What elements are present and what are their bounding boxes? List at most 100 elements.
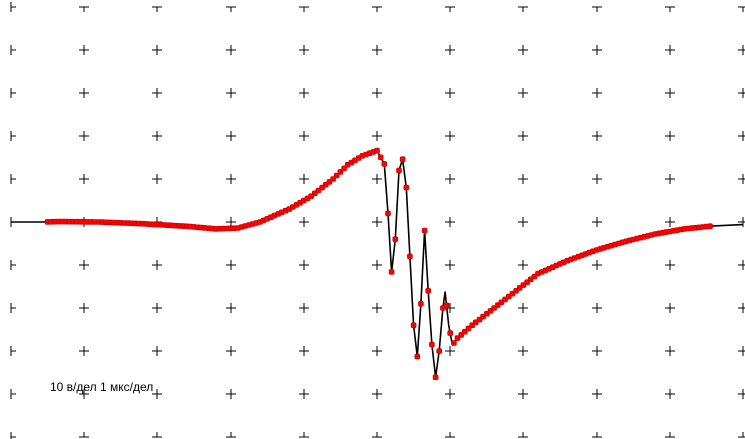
grid-mark [299,45,309,55]
grid-mark [79,131,89,141]
grid-mark [226,45,236,55]
grid-mark [592,432,602,438]
grid-mark [665,45,675,55]
sample-point [333,172,340,179]
scale-label: 10 в/дел 1 мкс/дел [50,380,153,394]
grid-mark [152,389,162,399]
grid-mark [738,303,745,313]
grid-mark [592,131,602,141]
sample-point [443,302,450,309]
grid-mark [299,389,309,399]
grid-mark [10,131,16,141]
grid-mark [665,217,675,227]
grid-mark [665,346,675,356]
grid-mark [738,131,745,141]
grid-mark [372,389,382,399]
sample-point [414,353,421,360]
grid-mark [445,260,455,270]
grid-mark [226,6,236,12]
sample-point [432,374,439,381]
grid-mark [445,217,455,227]
grid-mark [518,346,528,356]
grid-mark [592,303,602,313]
grid-mark [592,88,602,98]
grid-mark [10,2,16,12]
grid-mark [299,260,309,270]
grid-mark [665,6,675,12]
sample-point [436,348,443,354]
grid-mark [592,45,602,55]
grid-mark [738,6,745,12]
grid-mark [152,432,162,438]
grid-mark [518,260,528,270]
grid-mark [592,389,602,399]
grid-mark [518,389,528,399]
sample-point [425,287,432,294]
grid-mark [79,174,89,184]
grid-mark [226,389,236,399]
grid-mark [445,88,455,98]
grid-mark [518,88,528,98]
grid-mark [738,260,745,270]
grid [10,2,745,439]
grid-mark [226,432,236,438]
grid-mark [518,6,528,12]
grid-mark [445,432,455,438]
grid-mark [79,389,89,399]
grid-mark [738,432,745,438]
grid-mark [299,6,309,12]
grid-mark [152,174,162,184]
grid-mark [518,303,528,313]
grid-mark [79,432,89,438]
grid-mark [665,260,675,270]
grid-mark [10,88,16,98]
grid-mark [152,131,162,141]
grid-mark [299,88,309,98]
grid-mark [226,174,236,184]
grid-mark [372,303,382,313]
grid-mark [445,346,455,356]
grid-mark [299,303,309,313]
sample-point [377,154,384,161]
sample-point [399,156,406,162]
sample-points [44,147,713,381]
grid-mark [226,346,236,356]
grid-mark [665,432,675,438]
sample-point [407,253,413,260]
grid-mark [665,174,675,184]
grid-mark [10,45,16,55]
grid-mark [738,389,745,399]
grid-mark [299,432,309,438]
grid-mark [665,389,675,399]
grid-mark [738,174,745,184]
grid-mark [738,88,745,98]
sample-point [392,236,399,242]
grid-mark [738,346,745,356]
grid-mark [372,45,382,55]
grid-mark [372,88,382,98]
grid-mark [445,6,455,12]
grid-mark [79,45,89,55]
grid-mark [10,432,16,439]
grid-mark [518,45,528,55]
grid-mark [79,6,89,12]
sample-point [410,322,417,329]
grid-mark [592,260,602,270]
grid-mark [10,346,16,356]
grid-mark [79,260,89,270]
grid-mark [445,131,455,141]
grid-mark [665,131,675,141]
grid-mark [372,131,382,141]
grid-mark [372,6,382,12]
grid-mark [79,303,89,313]
sample-point [381,161,388,167]
grid-mark [152,303,162,313]
grid-mark [79,346,89,356]
grid-mark [152,6,162,12]
grid-mark [445,389,455,399]
grid-mark [372,217,382,227]
grid-mark [79,88,89,98]
grid-mark [226,217,236,227]
grid-mark [226,88,236,98]
